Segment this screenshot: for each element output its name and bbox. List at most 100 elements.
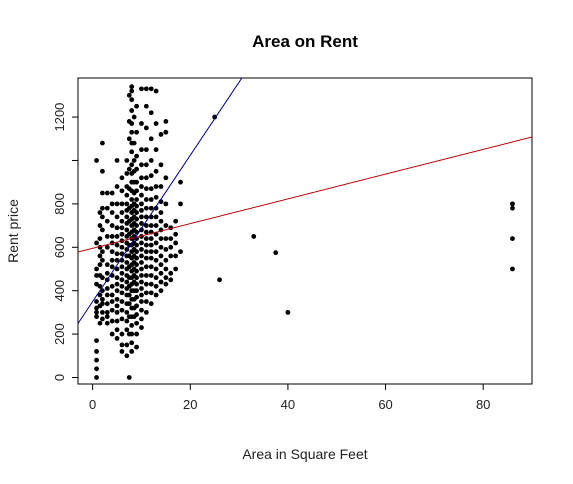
data-point: [139, 279, 144, 285]
data-point: [163, 129, 169, 135]
data-point: [139, 207, 144, 213]
data-point: [114, 266, 120, 272]
data-point: [100, 205, 105, 211]
data-point: [143, 197, 149, 202]
data-point: [163, 247, 169, 252]
y-tick-label: 800: [52, 193, 67, 215]
data-point: [148, 242, 154, 248]
data-point: [148, 249, 154, 255]
data-point: [114, 281, 120, 287]
data-point: [129, 121, 135, 126]
data-point: [158, 253, 164, 259]
data-point: [148, 223, 154, 228]
data-point: [104, 314, 110, 320]
data-point: [124, 327, 130, 333]
data-point: [109, 264, 115, 270]
data-point: [119, 210, 125, 215]
data-point: [139, 253, 144, 259]
data-point: [153, 121, 159, 126]
x-axis: 0 20 40 60 80: [89, 383, 490, 412]
x-tick-label: 60: [378, 397, 392, 412]
data-point: [168, 236, 174, 241]
data-point: [153, 249, 159, 255]
data-point: [143, 103, 149, 109]
data-point: [100, 309, 105, 315]
data-point: [129, 108, 135, 113]
data-point: [134, 210, 139, 215]
data-point: [94, 299, 99, 304]
data-point: [143, 236, 149, 241]
data-point: [119, 283, 125, 289]
data-point: [139, 307, 144, 313]
data-point: [100, 316, 105, 322]
data-point: [163, 281, 169, 287]
data-point: [134, 179, 139, 185]
data-point: [109, 210, 115, 215]
data-point: [139, 147, 144, 153]
data-point: [139, 162, 144, 168]
data-point: [134, 188, 139, 194]
x-axis-label: Area in Square Feet: [242, 446, 367, 462]
data-point: [129, 340, 135, 346]
y-tick-label: 1200: [52, 103, 67, 132]
data-point: [139, 227, 144, 233]
data-point: [139, 86, 144, 92]
data-point: [158, 262, 164, 268]
x-tick-label: 0: [89, 397, 96, 412]
data-point: [131, 158, 137, 163]
data-point: [114, 184, 120, 189]
data-point: [104, 270, 110, 276]
data-point: [104, 190, 110, 196]
data-point: [129, 349, 135, 354]
data-point: [131, 114, 137, 120]
data-point: [94, 158, 99, 163]
data-point: [94, 240, 99, 246]
data-point: [143, 205, 149, 211]
data-point: [158, 288, 164, 294]
data-point: [134, 129, 139, 135]
chart-title: Area on Rent: [252, 32, 358, 51]
data-point: [139, 325, 144, 330]
red-regression-line: [78, 136, 532, 253]
data-point: [510, 266, 515, 272]
data-point: [114, 303, 120, 309]
data-point: [153, 223, 159, 228]
regression-lines: [78, 78, 532, 324]
data-point: [94, 266, 99, 272]
data-point: [109, 201, 115, 207]
data-point: [158, 244, 164, 250]
data-point: [97, 236, 103, 241]
data-point: [104, 309, 110, 315]
data-point: [97, 223, 103, 228]
data-point: [143, 242, 149, 248]
data-point: [158, 162, 164, 168]
data-point: [124, 318, 130, 324]
data-point: [119, 201, 125, 207]
data-point: [94, 305, 99, 311]
data-point: [143, 273, 149, 278]
data-point: [104, 244, 110, 250]
data-point: [143, 309, 149, 315]
data-point: [148, 110, 154, 116]
data-point: [139, 286, 144, 291]
data-point: [510, 236, 515, 241]
data-point: [143, 86, 149, 92]
data-point: [119, 225, 125, 231]
data-point: [134, 223, 139, 228]
data-point: [153, 214, 159, 220]
blue-regression-line: [78, 78, 243, 324]
data-point: [94, 273, 99, 278]
data-point: [134, 216, 139, 222]
data-point: [143, 162, 149, 168]
data-point: [119, 231, 125, 237]
data-point: [97, 320, 103, 326]
data-point: [134, 166, 139, 172]
data-point: [124, 214, 130, 220]
data-point: [119, 270, 125, 276]
data-point: [148, 186, 154, 192]
data-point: [94, 366, 99, 372]
data-point: [129, 197, 135, 202]
data-point: [143, 214, 149, 220]
data-point: [148, 205, 154, 211]
data-point: [163, 223, 169, 228]
